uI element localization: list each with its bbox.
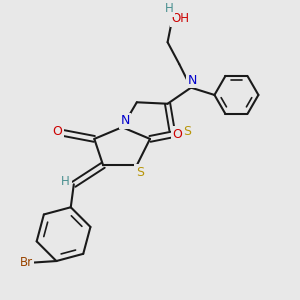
Text: S: S — [136, 166, 144, 179]
Text: N: N — [120, 114, 130, 127]
Text: H: H — [165, 2, 173, 15]
Text: Br: Br — [20, 256, 33, 269]
Text: S: S — [184, 125, 191, 138]
Text: N: N — [188, 74, 197, 87]
Text: O: O — [172, 128, 182, 141]
Text: OH: OH — [172, 12, 190, 25]
Text: O: O — [52, 125, 62, 138]
Text: H: H — [61, 175, 70, 188]
